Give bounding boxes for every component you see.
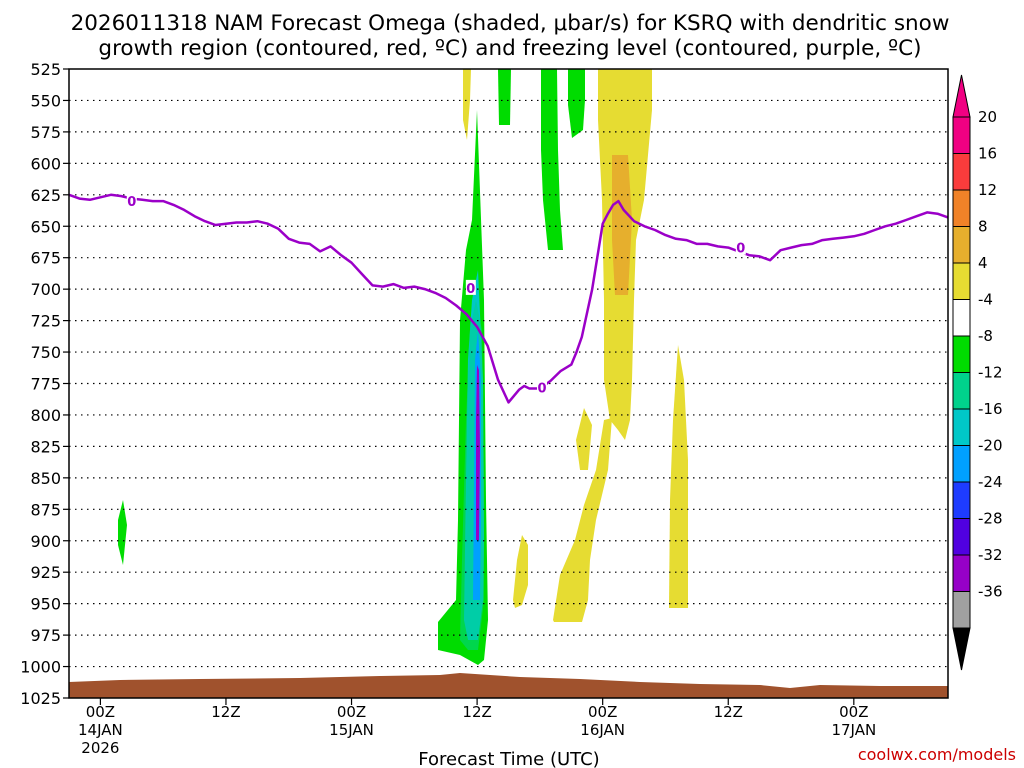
x-tick-label-30: 00Z [337,703,366,721]
colorbar-segment-6 [952,335,971,373]
colorbar-segment-5 [952,299,971,337]
y-tick-label-575: 575 [30,123,61,142]
colorbar-segment-13 [952,591,971,629]
omega-green-top-right [568,69,585,138]
colorbar-label-8: 8 [978,218,988,236]
contour-label-1: 0 [466,282,475,297]
omega-yellow-top-left [463,69,471,140]
y-tick-label-975: 975 [30,626,61,645]
y-tick-label-925: 925 [30,563,61,582]
omega-green-top-left [498,69,511,125]
omega-yellow-mid-sliver [576,408,592,470]
colorbar-segment-1 [952,153,971,191]
colorbar-segment-10 [952,481,971,519]
colorbar-label-12: 12 [978,181,997,199]
x-tick-label-18: 12Z [211,703,240,721]
pressure-gridlines [69,99,948,668]
y-tick-label-525: 525 [30,60,61,79]
y-tick-label-700: 700 [30,280,61,299]
x-tick-date-6: 14JAN [78,721,123,739]
colorbar-segment-3 [952,226,971,264]
colorbar-segment-9 [952,445,971,483]
x-axis-label: Forecast Time (UTC) [418,749,599,768]
y-tick-label-625: 625 [30,186,61,205]
colorbar-label--24: -24 [978,473,1003,491]
contour-label-bg-0 [126,193,137,209]
colorbar-segment-4 [952,262,971,300]
y-tick-label-750: 750 [30,343,61,362]
y-tick-label-1025: 1025 [20,689,61,708]
x-tick-label-66: 12Z [714,703,743,721]
y-tick-label-825: 825 [30,437,61,456]
colorbar-label--32: -32 [978,546,1003,564]
colorbar-label-4: 4 [978,254,988,272]
y-tick-label-950: 950 [30,595,61,614]
contour-label-bg-3 [735,239,746,255]
watermark: coolwx.com/models [858,745,1016,764]
colorbar-label--16: -16 [978,400,1003,418]
colorbar-label--8: -8 [978,327,993,345]
colorbar-label--12: -12 [978,364,1003,382]
omega-yellow-lower-plume [553,418,612,622]
colorbar-segment-11 [952,518,971,556]
colorbar-segment-2 [952,189,971,227]
y-axis: 525 550 575 600 625 650 675 700 725 750 775 800 825 8… [20,60,69,708]
y-tick-label-900: 900 [30,532,61,551]
colorbar-under-triangle [952,627,971,671]
colorbar-label-16: 16 [978,145,997,163]
y-tick-label-725: 725 [30,312,61,331]
contour-label-3: 0 [736,242,745,257]
contour-label-bg-1 [465,279,476,295]
contour-label-bg-2 [536,379,547,395]
x-tick-year-6: 2026 [81,739,119,757]
colorbar-label--20: -20 [978,437,1003,455]
colorbar-over-triangle [952,74,971,118]
y-tick-label-650: 650 [30,217,61,236]
x-tick-date-78: 17JAN [831,721,876,739]
y-tick-label-775: 775 [30,375,61,394]
y-tick-label-600: 600 [30,154,61,173]
omega-yellow-lower-small [513,535,528,608]
omega-orange-upper-core [612,155,632,295]
colorbar: 20 16 12 8 4 -4 -8 -12 -16 -20 -24 -28 -32 -36 [952,74,1003,671]
x-tick-label-54: 00Z [588,703,617,721]
colorbar-segment-8 [952,408,971,446]
plot-background [69,69,948,698]
x-tick-date-54: 16JAN [580,721,625,739]
colorbar-segment-0 [952,116,971,154]
colorbar-segment-7 [952,372,971,410]
x-tick-label-78: 00Z [839,703,868,721]
terrain-fill [69,673,948,698]
y-tick-label-550: 550 [30,91,61,110]
y-tick-label-875: 875 [30,500,61,519]
omega-green-top-middle [541,69,563,250]
chart-title-line-1: 2026011318 NAM Forecast Omega (shaded, μ… [71,11,950,36]
y-tick-label-850: 850 [30,469,61,488]
y-tick-label-675: 675 [30,249,61,268]
omega-green-small-0Z14 [118,500,127,565]
y-tick-label-800: 800 [30,406,61,425]
colorbar-label--4: -4 [978,291,993,309]
contour-label-2: 0 [537,381,546,396]
y-tick-label-1000: 1000 [20,658,61,677]
chart-title-line-2: growth region (contoured, red, ºC) and f… [98,36,921,61]
colorbar-segment-12 [952,554,971,592]
colorbar-label--36: -36 [978,583,1003,601]
x-tick-label-6: 00Z [86,703,115,721]
omega-shading [118,69,688,665]
x-tick-date-30: 15JAN [329,721,374,739]
freezing-level-contour [68,193,949,404]
colorbar-label--28: -28 [978,510,1003,528]
x-tick-label-42: 12Z [462,703,491,721]
colorbar-label-20: 20 [978,108,997,126]
omega-main-purple-core [476,365,480,540]
omega-yellow-late-column [669,345,688,608]
contour-label-0: 0 [127,195,136,210]
freezing-level-labels: 0 0 0 0 [126,193,746,396]
